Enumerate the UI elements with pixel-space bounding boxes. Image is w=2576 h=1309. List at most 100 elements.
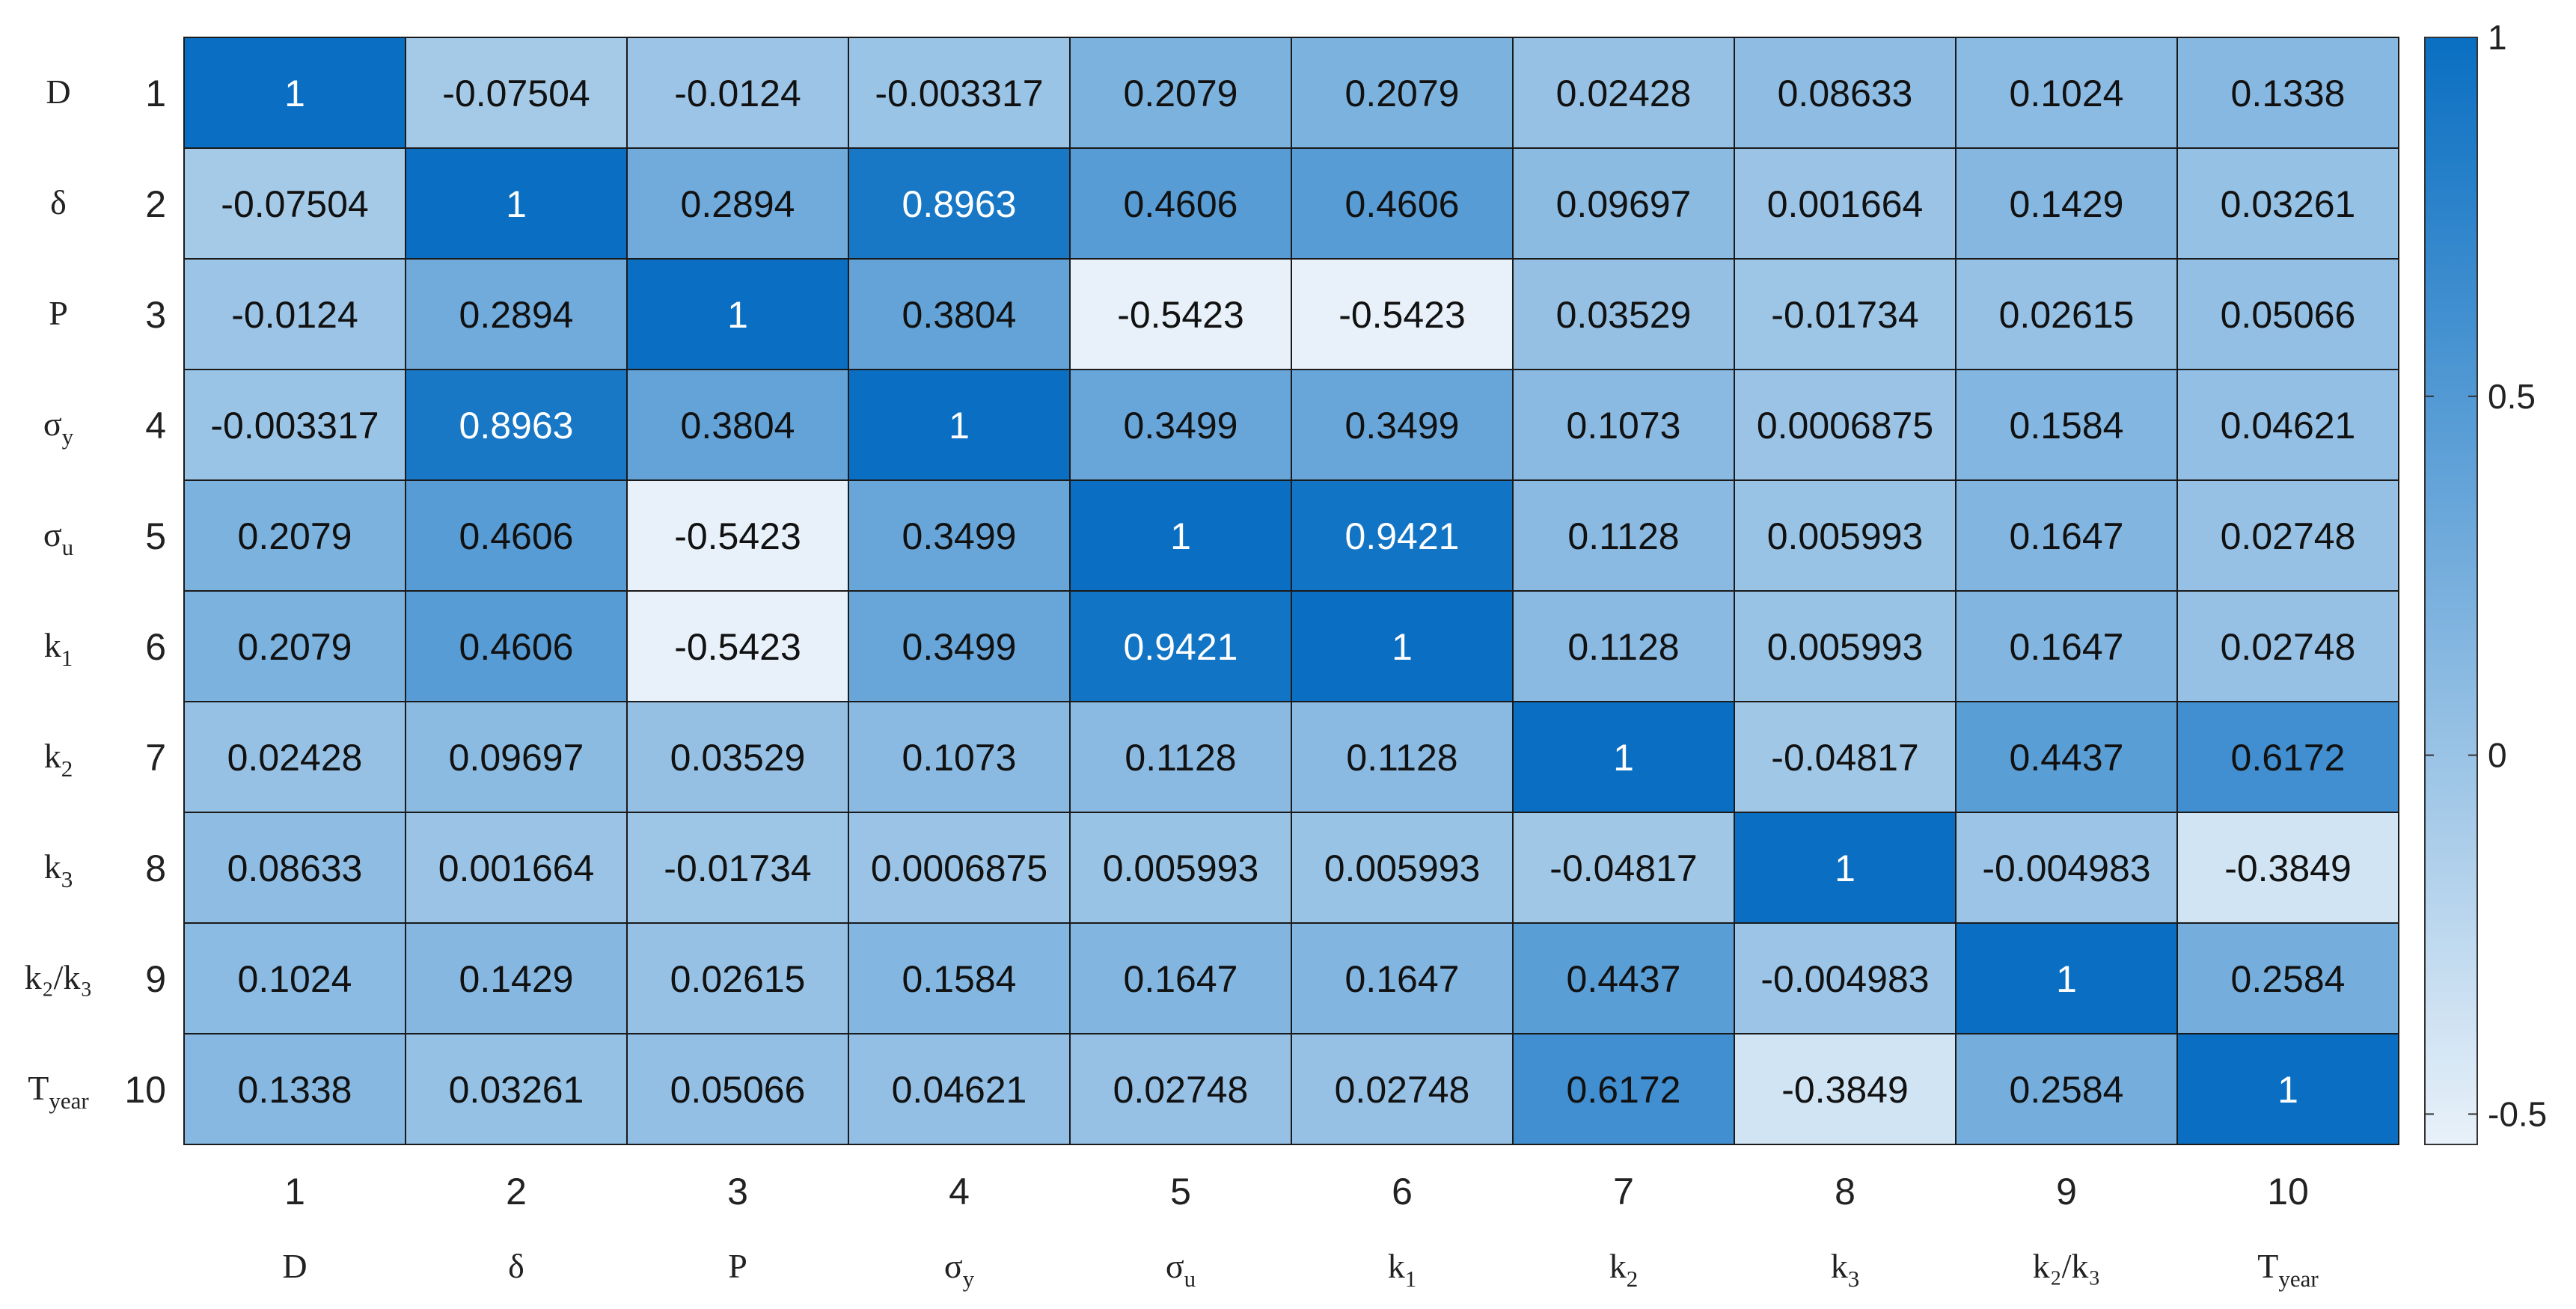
heatmap-cell-labels: 1 -0.07504 -0.0124 -0.003317 0.2079 0.2079 0.0…: [210, 73, 2355, 1111]
heatmap-cell: [1512, 369, 1735, 481]
heatmap-cell: [405, 147, 628, 260]
column-index-label: 2: [506, 1171, 527, 1213]
heatmap-cell: [1734, 1033, 1957, 1145]
cell-value-label: 0.05066: [2221, 294, 2356, 336]
cell-value-label: 0.1024: [2010, 73, 2124, 114]
cell-value-label: -0.5423: [1339, 294, 1466, 336]
cell-value-label: 0.02748: [1335, 1069, 1470, 1111]
row-variable-label: δ: [50, 183, 67, 221]
cell-value-label: 0.02428: [227, 737, 363, 779]
cell-value-label: 0.03261: [449, 1069, 584, 1111]
heatmap-cell: [1734, 922, 1957, 1034]
heatmap-cell: [1512, 258, 1735, 370]
cell-value-label: 0.1429: [2010, 183, 2124, 225]
row-index-label: 2: [145, 183, 166, 225]
row-index-label: 4: [145, 405, 166, 447]
cell-value-label: 0.3499: [902, 626, 1017, 668]
cell-value-label: 0.1338: [238, 1069, 352, 1111]
heatmap-cell: [1955, 922, 2178, 1034]
heatmap-cell: [1955, 479, 2178, 592]
cell-value-label: 0.2894: [459, 294, 574, 336]
cell-value-label: -0.5423: [1117, 294, 1244, 336]
cell-value-label: 0.1128: [1125, 737, 1236, 779]
heatmap-cell: [1734, 147, 1957, 260]
heatmap-cell: [1291, 812, 1514, 924]
row-variable-label: P: [49, 294, 68, 332]
heatmap-cell: [848, 37, 1071, 149]
cell-value-label: 0.1128: [1567, 626, 1679, 668]
cell-value-label: 0.1073: [902, 737, 1017, 779]
row-index-label: 5: [145, 515, 166, 557]
cell-value-label: 1: [1835, 847, 1855, 889]
heatmap-cell: [1069, 479, 1292, 592]
row-index-label: 10: [124, 1069, 166, 1111]
cell-value-label: 0.4606: [1124, 183, 1238, 225]
heatmap-cell: [848, 1033, 1071, 1145]
cell-value-label: 0.1429: [459, 958, 574, 1000]
cell-value-label: 0.05066: [670, 1069, 806, 1111]
cell-value-label: 0.9421: [1124, 626, 1238, 668]
cell-value-label: 0.6172: [2231, 737, 2346, 779]
heatmap-cell: [183, 37, 406, 149]
column-index-label: 10: [2267, 1171, 2309, 1213]
heatmap-cell: [1955, 369, 2178, 481]
heatmap-cell: [1069, 1033, 1292, 1145]
colorbar: 1 0.5 0 -0.5: [2424, 18, 2547, 1145]
cell-value-label: 0.04621: [2221, 405, 2356, 447]
heatmap-cell: [2176, 701, 2399, 813]
cell-value-label: -0.004983: [1982, 847, 2150, 889]
cell-value-label: 0.02615: [1999, 294, 2135, 336]
column-index-label: 3: [727, 1171, 748, 1213]
cell-value-label: 0.2894: [681, 183, 795, 225]
cell-value-label: 0.09697: [1556, 183, 1692, 225]
heatmap-cell: [1734, 37, 1957, 149]
heatmap-cell: [848, 147, 1071, 260]
row-variable-label: k₂/k₃: [25, 958, 93, 996]
cell-value-label: 0.001664: [438, 847, 595, 889]
heatmap-cell: [405, 922, 628, 1034]
cell-value-label: 0.005993: [1324, 847, 1481, 889]
cell-value-label: 0.8963: [459, 405, 574, 447]
cell-value-label: -0.5423: [674, 626, 801, 668]
column-index-label: 7: [1613, 1171, 1634, 1213]
cell-value-label: 0.02615: [670, 958, 806, 1000]
heatmap-cell: [626, 147, 849, 260]
heatmap-cell: [1955, 147, 2178, 260]
row-variable-label: σy: [43, 405, 74, 450]
row-variable-label: D: [46, 73, 70, 111]
colorbar-tick-label: 1: [2488, 18, 2507, 57]
column-index-label: 6: [1392, 1171, 1413, 1213]
cell-value-label: 1: [284, 73, 305, 114]
heatmap-cell: [183, 590, 406, 702]
cell-value-label: 0.1128: [1346, 737, 1457, 779]
row-variable-label: Tyear: [28, 1069, 89, 1114]
column-variable-label: σy: [944, 1247, 975, 1292]
cell-value-label: 1: [2056, 958, 2077, 1000]
heatmap-cell: [1069, 258, 1292, 370]
heatmap-cell: [183, 922, 406, 1034]
heatmap-cell: [2176, 147, 2399, 260]
column-variable-label: k2: [1609, 1247, 1639, 1292]
heatmap-cell: [626, 258, 849, 370]
heatmap-cell: [2176, 258, 2399, 370]
column-variable-label: D: [282, 1247, 307, 1285]
heatmap-cell: [1291, 147, 1514, 260]
heatmap-cell: [2176, 1033, 2399, 1145]
cell-value-label: -0.04817: [1549, 847, 1697, 889]
column-index-label: 5: [1170, 1171, 1191, 1213]
cell-value-label: 0.03261: [2221, 183, 2356, 225]
cell-value-label: -0.3849: [1781, 1069, 1909, 1111]
cell-value-label: 0.3804: [902, 294, 1017, 336]
cell-value-label: 0.1338: [2231, 73, 2346, 114]
heatmap-cell: [183, 1033, 406, 1145]
row-variable-label: k3: [44, 847, 73, 892]
cell-value-label: 0.4606: [459, 626, 574, 668]
cell-value-label: 0.4437: [2010, 737, 2124, 779]
heatmap-cell: [1955, 258, 2178, 370]
heatmap-cell: [1069, 922, 1292, 1034]
cell-value-label: 0.2079: [238, 515, 352, 557]
cell-value-label: 0.04621: [892, 1069, 1027, 1111]
heatmap-cell: [626, 812, 849, 924]
heatmap-cell: [1734, 258, 1957, 370]
heatmap-cell: [1512, 590, 1735, 702]
